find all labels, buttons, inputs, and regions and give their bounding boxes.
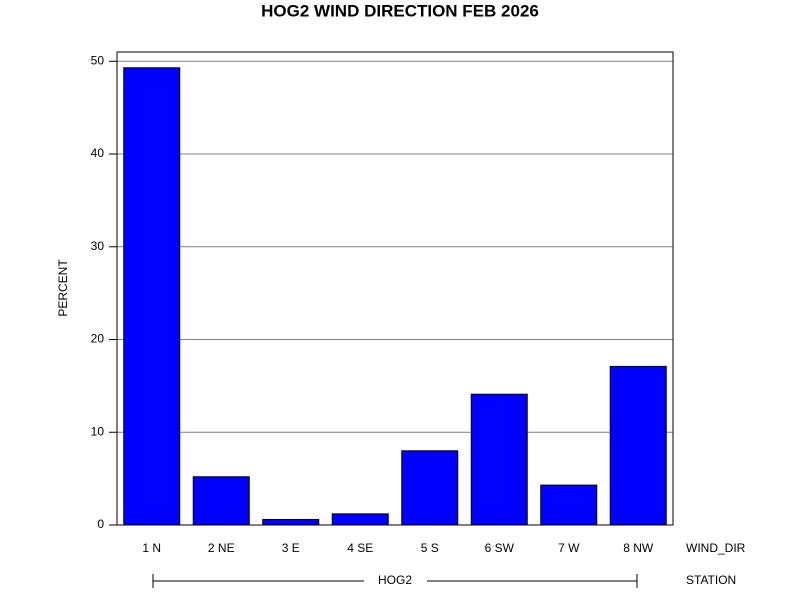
y-tick-label: 20 — [91, 332, 105, 346]
x-tick-label: 1 N — [142, 541, 161, 555]
y-tick-label: 40 — [91, 146, 105, 160]
y-tick-label: 30 — [91, 239, 105, 253]
x-tick-label: 7 W — [558, 541, 580, 555]
x-axis-label: WIND_DIR — [686, 541, 746, 555]
x-tick-label: 5 S — [421, 541, 439, 555]
x-tick-label: 6 SW — [485, 541, 515, 555]
y-axis-label: PERCENT — [56, 259, 70, 317]
bar — [470, 393, 528, 526]
y-tick-label: 10 — [91, 424, 105, 438]
bar — [192, 476, 250, 526]
x-tick-label: 8 NW — [623, 541, 654, 555]
bar — [331, 513, 389, 526]
x-tick-label: 4 SE — [347, 541, 373, 555]
bar — [609, 365, 667, 526]
group-axis-label: STATION — [686, 573, 736, 587]
bar — [123, 67, 181, 526]
y-tick-label: 0 — [97, 517, 104, 531]
bar — [262, 518, 320, 526]
x-tick-label: 3 E — [282, 541, 300, 555]
plot-frame — [116, 51, 674, 526]
chart-title: HOG2 WIND DIRECTION FEB 2026 — [261, 1, 539, 20]
group-label: HOG2 — [378, 573, 412, 587]
x-tick-label: 2 NE — [208, 541, 235, 555]
bar — [540, 484, 598, 526]
bar — [401, 450, 459, 526]
y-tick-label: 50 — [91, 53, 105, 67]
